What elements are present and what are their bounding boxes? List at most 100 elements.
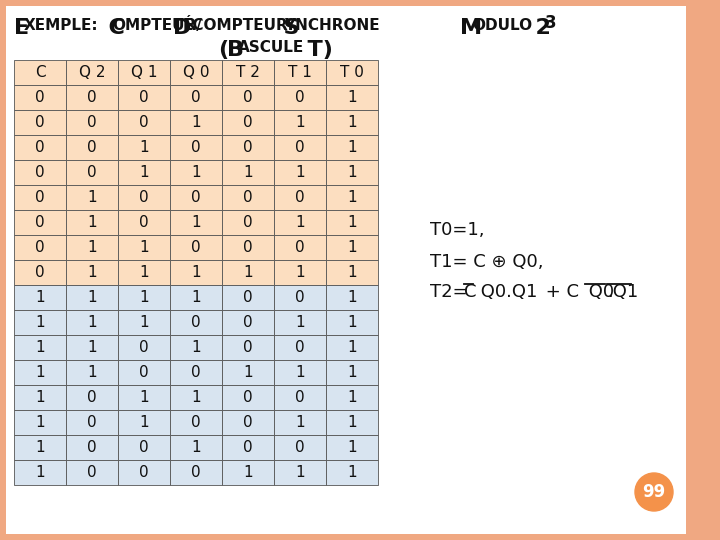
Text: C: C <box>464 283 477 301</box>
Bar <box>222 185 274 210</box>
Text: 1: 1 <box>35 465 45 480</box>
Bar <box>170 135 222 160</box>
Bar <box>326 160 378 185</box>
Bar <box>274 260 326 285</box>
Text: 2: 2 <box>520 18 551 38</box>
Text: D: D <box>173 18 192 38</box>
Text: 0: 0 <box>35 215 45 230</box>
Text: 0: 0 <box>243 440 253 455</box>
Text: YNCHRONE: YNCHRONE <box>284 18 379 33</box>
Text: 1: 1 <box>347 265 357 280</box>
Text: 0: 0 <box>87 440 96 455</box>
Bar <box>326 210 378 235</box>
Bar <box>118 60 170 85</box>
Text: E: E <box>14 18 29 38</box>
Bar <box>170 410 222 435</box>
Bar <box>170 110 222 135</box>
Text: Q0: Q0 <box>583 283 614 301</box>
Text: 0: 0 <box>192 190 201 205</box>
Text: T 1: T 1 <box>288 65 312 80</box>
Text: 1: 1 <box>192 440 201 455</box>
Text: 0: 0 <box>295 190 305 205</box>
Bar <box>14 335 66 360</box>
Bar <box>118 185 170 210</box>
Bar <box>170 435 222 460</box>
Text: 1: 1 <box>139 415 149 430</box>
Text: 0: 0 <box>139 90 149 105</box>
Text: 1: 1 <box>35 340 45 355</box>
Text: 0: 0 <box>295 440 305 455</box>
Bar <box>170 310 222 335</box>
Text: 1: 1 <box>35 365 45 380</box>
Text: 0: 0 <box>87 415 96 430</box>
Bar <box>222 60 274 85</box>
Text: S: S <box>268 18 300 38</box>
Text: 1: 1 <box>243 365 253 380</box>
Bar <box>14 60 66 85</box>
Text: .Q1: .Q1 <box>607 283 638 301</box>
Text: 0: 0 <box>243 215 253 230</box>
Text: T 0: T 0 <box>340 65 364 80</box>
Text: 0: 0 <box>192 415 201 430</box>
Bar <box>14 410 66 435</box>
Bar <box>170 335 222 360</box>
Text: 1: 1 <box>35 415 45 430</box>
Text: 1: 1 <box>87 240 96 255</box>
Bar <box>326 310 378 335</box>
Bar <box>326 135 378 160</box>
Bar <box>14 385 66 410</box>
Bar <box>66 160 118 185</box>
Text: 0: 0 <box>139 340 149 355</box>
Text: 0: 0 <box>192 365 201 380</box>
Bar <box>170 385 222 410</box>
Bar <box>326 435 378 460</box>
Bar <box>14 85 66 110</box>
Text: 0: 0 <box>35 90 45 105</box>
Bar <box>222 385 274 410</box>
Text: 0: 0 <box>243 340 253 355</box>
Text: Q 0: Q 0 <box>183 65 210 80</box>
Bar <box>66 435 118 460</box>
Bar <box>222 85 274 110</box>
Bar <box>274 135 326 160</box>
Bar <box>274 160 326 185</box>
Bar <box>326 235 378 260</box>
Text: 0: 0 <box>35 165 45 180</box>
Text: 0: 0 <box>192 315 201 330</box>
Text: 1: 1 <box>192 215 201 230</box>
Text: C: C <box>35 65 45 80</box>
Bar <box>118 310 170 335</box>
Text: XEMPLE:: XEMPLE: <box>24 18 99 33</box>
Bar <box>118 460 170 485</box>
Bar <box>222 460 274 485</box>
Bar <box>222 160 274 185</box>
Text: 0: 0 <box>295 140 305 155</box>
Bar <box>118 360 170 385</box>
Text: 1: 1 <box>87 265 96 280</box>
Text: 1: 1 <box>139 390 149 405</box>
Text: 3: 3 <box>545 14 557 32</box>
Text: 0: 0 <box>35 115 45 130</box>
Bar <box>274 310 326 335</box>
Text: 0: 0 <box>192 140 201 155</box>
Bar <box>170 210 222 235</box>
Bar <box>274 110 326 135</box>
Text: 1: 1 <box>347 190 357 205</box>
Text: ASCULE: ASCULE <box>238 40 305 55</box>
Bar <box>326 385 378 410</box>
Text: 0: 0 <box>295 90 305 105</box>
Text: 1: 1 <box>139 315 149 330</box>
Bar <box>14 435 66 460</box>
Text: 1: 1 <box>87 365 96 380</box>
Bar <box>118 410 170 435</box>
Bar <box>14 135 66 160</box>
Bar <box>66 385 118 410</box>
Text: 1: 1 <box>295 465 305 480</box>
Bar <box>66 210 118 235</box>
Text: 1: 1 <box>347 390 357 405</box>
Bar <box>222 235 274 260</box>
Bar <box>326 285 378 310</box>
Bar <box>222 210 274 235</box>
Text: 0: 0 <box>87 390 96 405</box>
Bar <box>222 260 274 285</box>
